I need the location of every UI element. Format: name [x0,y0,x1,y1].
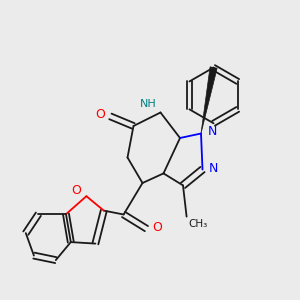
Polygon shape [201,67,217,134]
Text: O: O [71,184,81,197]
Text: O: O [152,220,162,234]
Text: O: O [95,108,105,122]
Text: NH: NH [140,99,157,109]
Text: CH₃: CH₃ [188,219,207,229]
Text: N: N [209,161,218,175]
Text: N: N [208,125,217,139]
